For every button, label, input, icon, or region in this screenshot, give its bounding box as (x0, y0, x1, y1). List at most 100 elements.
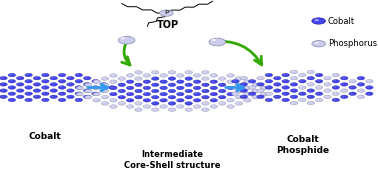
Circle shape (202, 71, 209, 74)
Circle shape (282, 73, 290, 77)
Circle shape (317, 86, 319, 88)
Circle shape (136, 102, 139, 103)
Circle shape (75, 86, 83, 89)
Circle shape (232, 86, 239, 89)
Circle shape (203, 109, 206, 110)
Circle shape (17, 83, 24, 86)
Circle shape (78, 87, 80, 88)
Circle shape (257, 76, 264, 80)
Circle shape (135, 71, 142, 74)
Circle shape (161, 81, 164, 82)
Circle shape (177, 74, 184, 77)
Circle shape (186, 71, 189, 72)
Circle shape (202, 108, 209, 111)
Circle shape (324, 76, 331, 80)
Circle shape (119, 102, 122, 103)
Circle shape (110, 105, 117, 108)
Circle shape (212, 106, 214, 107)
Circle shape (152, 71, 159, 74)
Circle shape (178, 99, 180, 100)
Circle shape (118, 36, 135, 44)
Circle shape (135, 89, 142, 93)
Circle shape (274, 89, 281, 92)
Circle shape (68, 83, 71, 84)
Circle shape (332, 98, 340, 102)
Circle shape (210, 105, 218, 108)
Circle shape (349, 79, 356, 83)
Circle shape (170, 109, 172, 110)
Circle shape (75, 73, 83, 77)
Circle shape (177, 92, 184, 96)
Circle shape (292, 71, 294, 72)
Circle shape (161, 99, 164, 100)
Circle shape (242, 96, 244, 97)
Circle shape (185, 83, 192, 86)
Circle shape (77, 80, 79, 81)
Circle shape (170, 78, 172, 79)
Circle shape (195, 106, 197, 107)
Circle shape (60, 86, 62, 88)
Circle shape (119, 78, 122, 79)
Circle shape (25, 98, 33, 102)
Circle shape (161, 93, 164, 94)
Circle shape (110, 74, 117, 77)
Circle shape (86, 96, 88, 97)
Circle shape (227, 99, 234, 102)
Circle shape (203, 96, 206, 97)
Circle shape (119, 96, 122, 97)
Circle shape (128, 74, 130, 75)
Circle shape (18, 77, 20, 78)
Circle shape (135, 83, 142, 86)
Circle shape (93, 86, 96, 88)
Circle shape (84, 76, 91, 80)
Circle shape (60, 93, 62, 94)
Circle shape (153, 90, 155, 91)
Circle shape (26, 93, 29, 94)
Circle shape (33, 83, 41, 86)
Circle shape (135, 77, 142, 80)
Circle shape (108, 86, 116, 89)
Circle shape (170, 84, 172, 85)
Circle shape (195, 93, 197, 94)
Circle shape (227, 74, 234, 77)
Circle shape (93, 80, 96, 81)
Circle shape (307, 89, 314, 92)
Circle shape (168, 71, 176, 74)
Circle shape (259, 90, 261, 91)
Circle shape (267, 80, 269, 81)
Circle shape (67, 95, 74, 99)
Circle shape (67, 76, 74, 80)
Circle shape (235, 83, 243, 86)
Circle shape (252, 96, 259, 99)
Circle shape (202, 102, 209, 105)
Circle shape (243, 86, 251, 90)
Circle shape (51, 90, 54, 91)
Circle shape (265, 79, 273, 83)
Circle shape (299, 86, 306, 89)
Circle shape (35, 77, 37, 78)
Circle shape (93, 99, 101, 102)
Circle shape (228, 87, 231, 88)
Circle shape (220, 78, 222, 79)
Circle shape (178, 87, 180, 88)
Circle shape (292, 83, 294, 84)
Circle shape (284, 74, 286, 75)
Circle shape (102, 83, 104, 84)
Circle shape (136, 71, 139, 72)
Circle shape (317, 74, 319, 75)
Circle shape (60, 80, 62, 81)
Circle shape (135, 96, 142, 99)
Circle shape (228, 106, 231, 107)
Circle shape (300, 93, 302, 94)
Circle shape (178, 106, 180, 107)
Circle shape (152, 102, 159, 105)
Circle shape (260, 86, 268, 90)
Circle shape (243, 92, 251, 96)
Circle shape (168, 108, 176, 111)
Circle shape (75, 79, 83, 83)
Circle shape (212, 87, 214, 88)
Circle shape (145, 99, 147, 100)
Circle shape (103, 78, 105, 79)
Circle shape (152, 77, 159, 80)
Circle shape (10, 80, 12, 81)
